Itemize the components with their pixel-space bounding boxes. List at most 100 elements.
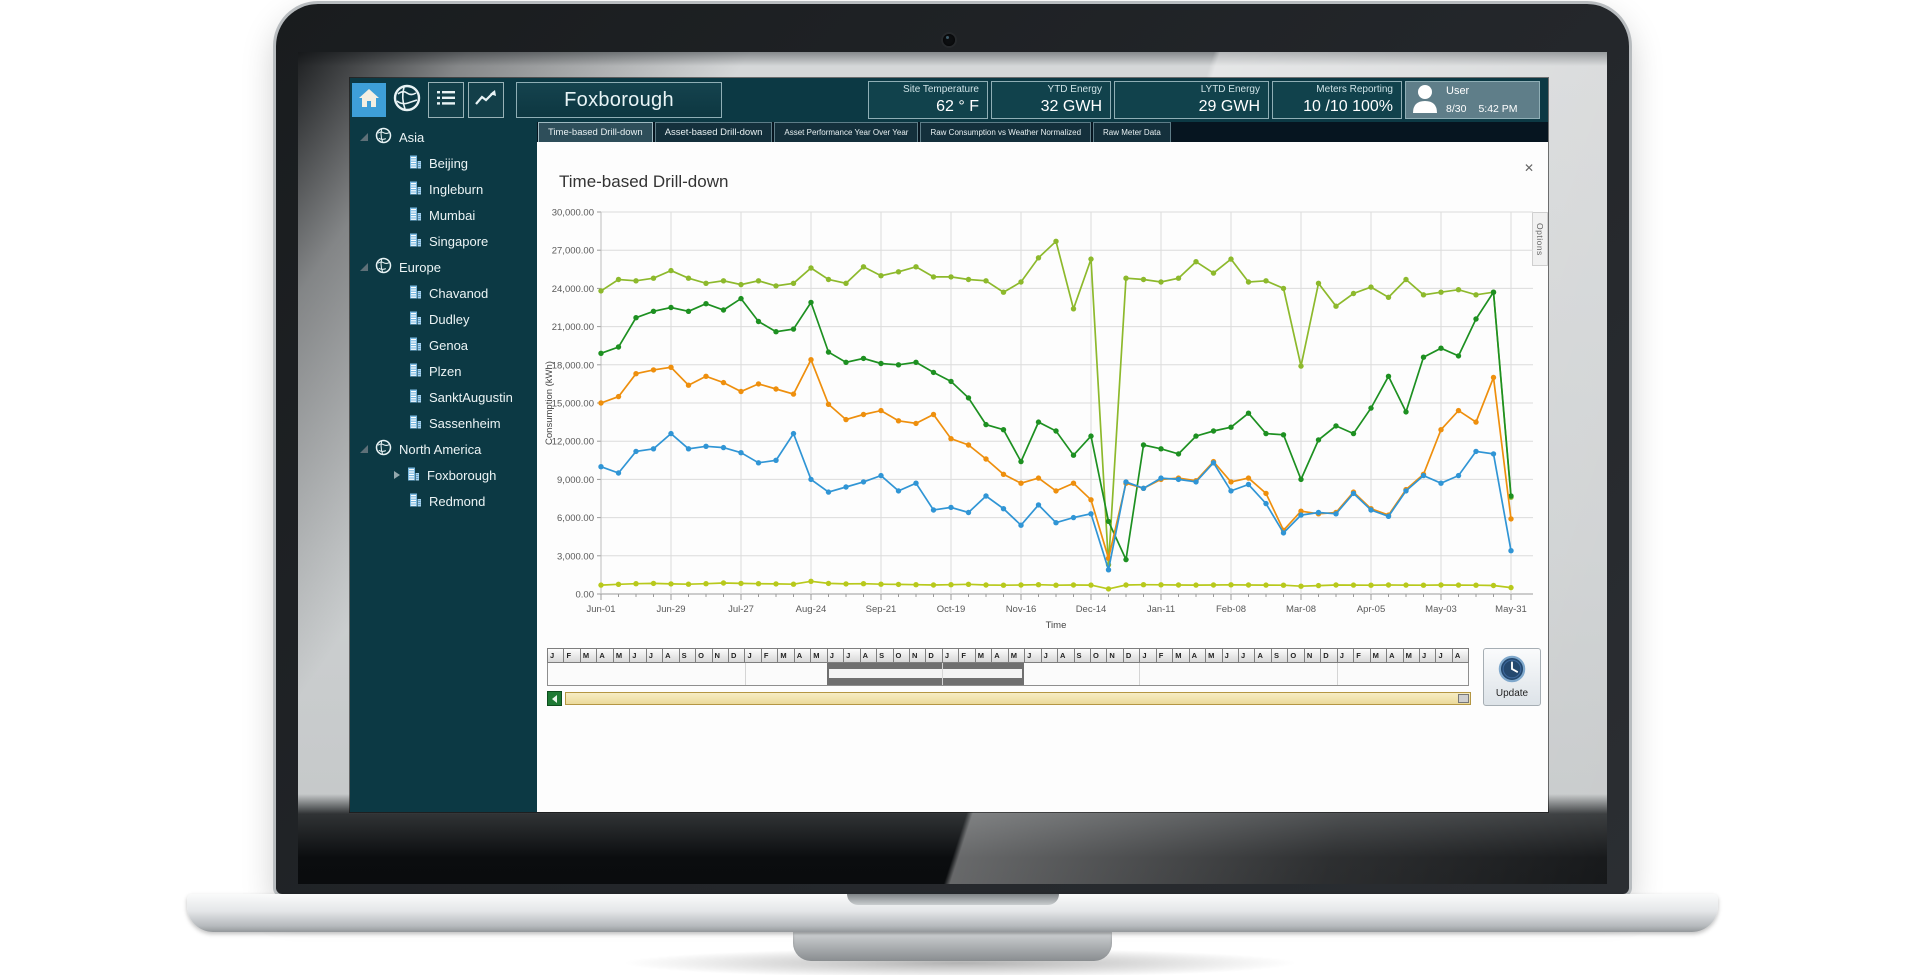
- scroll-left-button[interactable]: [547, 691, 562, 706]
- month-cell[interactable]: M: [811, 648, 828, 663]
- site-label: Genoa: [429, 337, 469, 353]
- month-cell[interactable]: A: [1058, 648, 1075, 663]
- month-cell[interactable]: J: [745, 648, 762, 663]
- month-cell[interactable]: M: [778, 648, 795, 663]
- tab-raw-consumption-vs-weather-normalized[interactable]: Raw Consumption vs Weather Normalized: [920, 122, 1092, 142]
- month-cell[interactable]: M: [613, 648, 631, 663]
- month-cell[interactable]: A: [1255, 648, 1272, 663]
- month-cell[interactable]: A: [992, 648, 1009, 663]
- month-cell[interactable]: J: [1420, 648, 1437, 663]
- month-cell[interactable]: J: [942, 648, 960, 663]
- month-cell[interactable]: J: [1239, 648, 1256, 663]
- tab-asset-performance-year-over-year[interactable]: Asset Performance Year Over Year: [774, 122, 919, 142]
- month-cell[interactable]: A: [1387, 648, 1404, 663]
- month-cell[interactable]: F: [1354, 648, 1371, 663]
- svg-text:12,000.00: 12,000.00: [552, 437, 594, 448]
- month-cell[interactable]: J: [1025, 648, 1042, 663]
- month-cell[interactable]: N: [1107, 648, 1124, 663]
- month-cell[interactable]: D: [926, 648, 943, 663]
- update-button[interactable]: Update: [1483, 648, 1541, 706]
- site-row-plzen[interactable]: Plzen: [350, 358, 537, 384]
- scrubber-track[interactable]: [547, 663, 1469, 686]
- region-row-north-america[interactable]: North America: [350, 436, 537, 462]
- month-cell[interactable]: F: [761, 648, 779, 663]
- month-cell[interactable]: D: [728, 648, 746, 663]
- tab-asset-based-drill-down[interactable]: Asset-based Drill-down: [654, 122, 773, 142]
- month-cell[interactable]: A: [663, 648, 680, 663]
- month-cell[interactable]: J: [1222, 648, 1240, 663]
- month-cell[interactable]: S: [877, 648, 894, 663]
- site-row-ingleburn[interactable]: Ingleburn: [350, 176, 537, 202]
- month-cell[interactable]: J: [630, 648, 647, 663]
- site-row-sassenheim[interactable]: Sassenheim: [350, 410, 537, 436]
- site-row-beijing[interactable]: Beijing: [350, 150, 537, 176]
- month-cell[interactable]: A: [1189, 648, 1207, 663]
- list-button[interactable]: [428, 82, 464, 118]
- month-cell[interactable]: O: [1090, 648, 1108, 663]
- collapsed-triangle-icon[interactable]: [394, 471, 400, 479]
- scrollbar-handle[interactable]: [1458, 694, 1469, 703]
- month-cell[interactable]: A: [1452, 648, 1470, 663]
- region-row-asia[interactable]: Asia: [350, 124, 537, 150]
- month-cell[interactable]: S: [1074, 648, 1091, 663]
- month-cell[interactable]: F: [959, 648, 976, 663]
- expanded-triangle-icon[interactable]: [360, 263, 368, 271]
- month-cell[interactable]: F: [564, 648, 581, 663]
- trend-chart-button[interactable]: [468, 82, 504, 118]
- month-cell[interactable]: O: [893, 648, 910, 663]
- month-cell[interactable]: J: [1140, 648, 1157, 663]
- site-row-redmond[interactable]: Redmond: [350, 488, 537, 514]
- month-cell[interactable]: J: [844, 648, 861, 663]
- close-icon[interactable]: ✕: [1523, 161, 1534, 175]
- month-cell[interactable]: M: [1008, 648, 1026, 663]
- month-cell[interactable]: N: [712, 648, 729, 663]
- home-button[interactable]: [352, 83, 386, 117]
- month-cell[interactable]: D: [1321, 648, 1338, 663]
- month-cell[interactable]: M: [975, 648, 993, 663]
- region-row-europe[interactable]: Europe: [350, 254, 537, 280]
- month-cell[interactable]: N: [909, 648, 927, 663]
- site-row-mumbai[interactable]: Mumbai: [350, 202, 537, 228]
- month-cell[interactable]: M: [1403, 648, 1421, 663]
- tab-time-based-drill-down[interactable]: Time-based Drill-down: [538, 122, 653, 142]
- site-row-dudley[interactable]: Dudley: [350, 306, 537, 332]
- site-row-foxborough[interactable]: Foxborough: [350, 462, 537, 488]
- month-cell[interactable]: N: [1304, 648, 1322, 663]
- month-cell[interactable]: M: [580, 648, 598, 663]
- month-cell[interactable]: J: [827, 648, 845, 663]
- month-cell[interactable]: J: [547, 648, 565, 663]
- month-cell[interactable]: O: [696, 648, 713, 663]
- month-cell[interactable]: F: [1156, 648, 1174, 663]
- building-icon: [409, 207, 422, 224]
- month-cell[interactable]: J: [1337, 648, 1355, 663]
- month-cell[interactable]: M: [1370, 648, 1388, 663]
- globe-button[interactable]: [390, 83, 424, 117]
- user-avatar-icon: [1412, 83, 1438, 118]
- svg-text:Jun-29: Jun-29: [656, 604, 685, 615]
- options-tab[interactable]: Options: [1532, 212, 1548, 266]
- app-body: Asia Beijing Ingleburn Mumbai Singapore Europ…: [350, 122, 1548, 812]
- user-panel[interactable]: User 8/30 5:42 PM: [1405, 81, 1540, 119]
- month-cell[interactable]: M: [1206, 648, 1223, 663]
- month-cell[interactable]: J: [646, 648, 664, 663]
- site-row-chavanod[interactable]: Chavanod: [350, 280, 537, 306]
- month-cell[interactable]: M: [1173, 648, 1190, 663]
- expanded-triangle-icon[interactable]: [360, 445, 368, 453]
- month-cell[interactable]: J: [1436, 648, 1453, 663]
- scrubber-selection[interactable]: [827, 663, 1025, 685]
- tab-raw-meter-data[interactable]: Raw Meter Data: [1093, 122, 1171, 142]
- month-cell[interactable]: A: [597, 648, 614, 663]
- month-cell[interactable]: S: [1271, 648, 1289, 663]
- month-cell[interactable]: A: [860, 648, 878, 663]
- horizontal-scrollbar[interactable]: [565, 692, 1471, 705]
- site-row-genoa[interactable]: Genoa: [350, 332, 537, 358]
- month-cell[interactable]: A: [794, 648, 812, 663]
- expanded-triangle-icon[interactable]: [360, 133, 368, 141]
- month-cell[interactable]: S: [679, 648, 697, 663]
- month-cell[interactable]: O: [1288, 648, 1305, 663]
- month-cell[interactable]: D: [1123, 648, 1141, 663]
- month-cell[interactable]: J: [1041, 648, 1059, 663]
- building-icon: [409, 181, 422, 198]
- site-row-sanktaugustin[interactable]: SanktAugustin: [350, 384, 537, 410]
- site-row-singapore[interactable]: Singapore: [350, 228, 537, 254]
